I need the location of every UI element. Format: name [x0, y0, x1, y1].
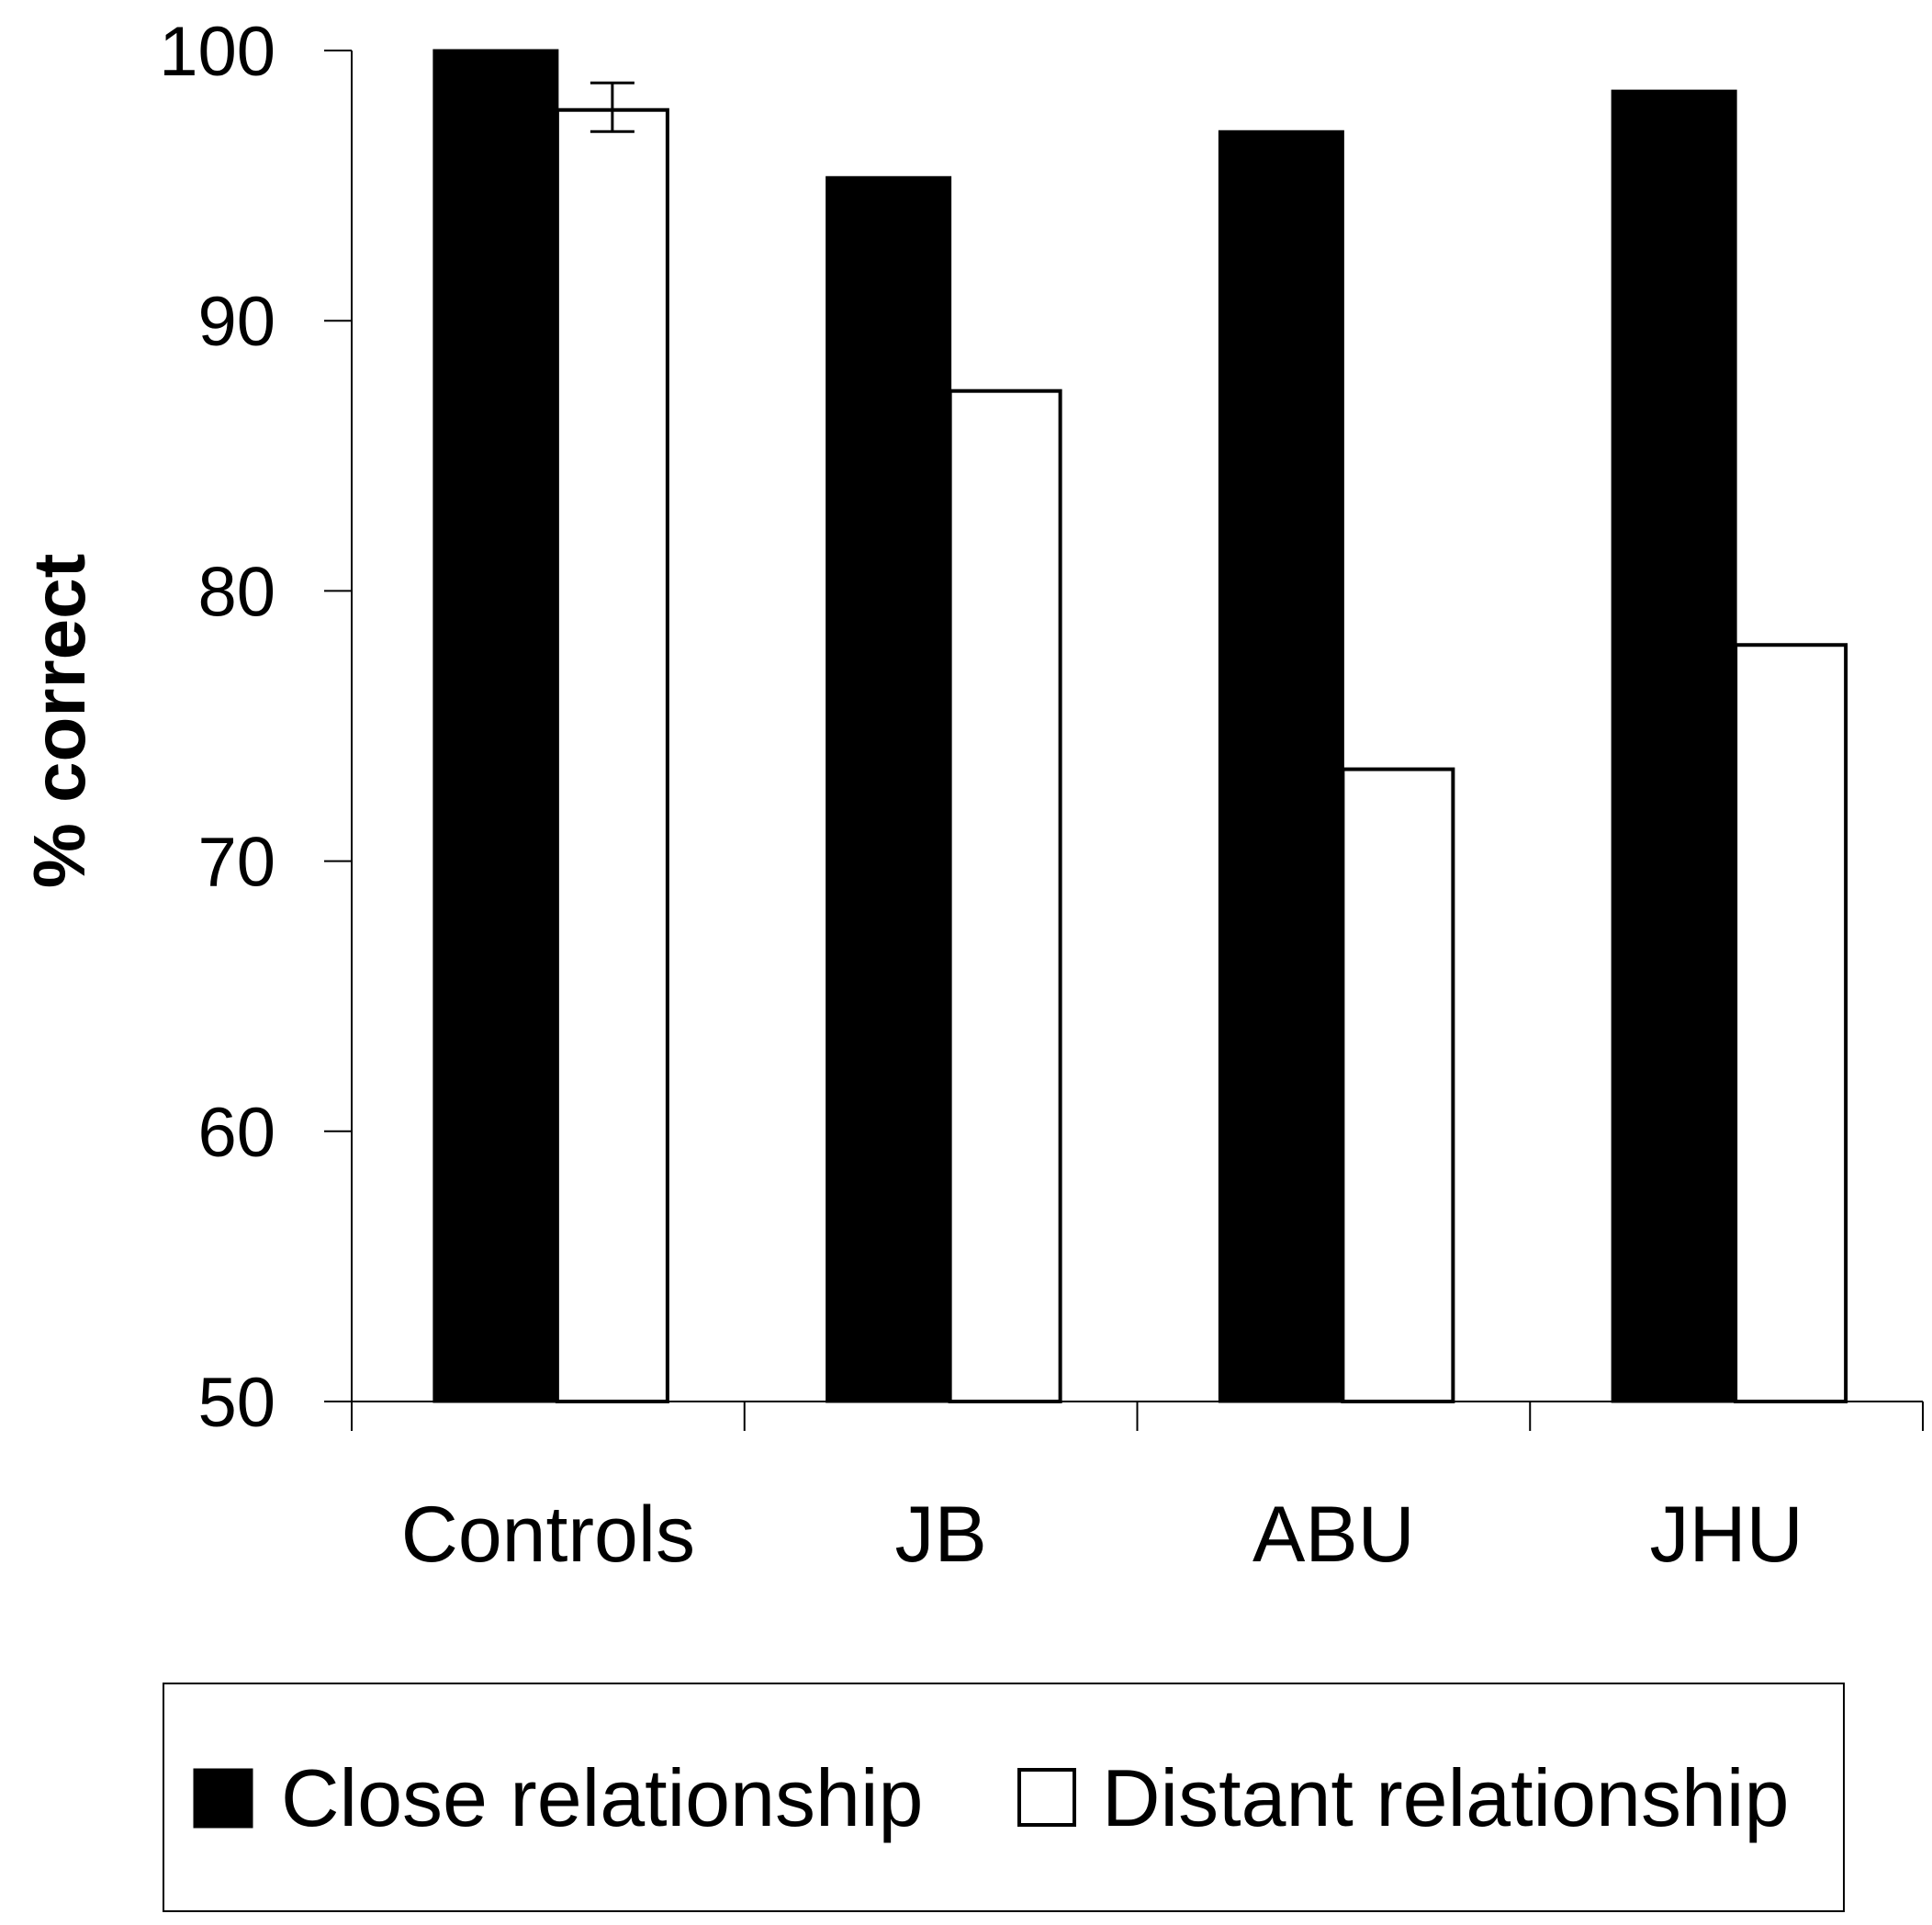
legend-label-distant: Distant relationship [1102, 1752, 1789, 1843]
plot-area: 50 60 70 80 90 100 Controls JB ABU JHU [159, 13, 1924, 1579]
y-tick-label-80: 80 [197, 553, 275, 631]
category-label-jb: JB [894, 1491, 986, 1579]
y-tick-label-100: 100 [159, 13, 275, 91]
legend-swatch-distant [1017, 1768, 1076, 1827]
bar-close-controls [432, 49, 559, 1403]
bar-distant-jb [948, 388, 1062, 1403]
bar-distant-abu [1341, 767, 1455, 1403]
bar-distant-controls [555, 107, 669, 1403]
legend-label-close: Close relationship [281, 1752, 924, 1843]
y-axis-title: % correct [18, 554, 100, 889]
y-tick-label-70: 70 [197, 824, 275, 902]
category-label-jhu: JHU [1650, 1491, 1803, 1579]
bar-distant-jhu [1734, 643, 1848, 1403]
y-tick-label-60: 60 [197, 1094, 275, 1172]
legend-box [163, 1683, 1845, 1912]
y-tick-label-50: 50 [197, 1364, 275, 1442]
bar-close-jhu [1611, 89, 1737, 1403]
legend-swatch-close [193, 1768, 253, 1829]
bar-close-abu [1218, 129, 1344, 1403]
category-label-abu: ABU [1252, 1491, 1415, 1579]
legend: Close relationship Distant relationship [163, 1683, 1845, 1912]
category-label-controls: Controls [401, 1491, 695, 1579]
y-tick-label-90: 90 [197, 283, 275, 361]
bar-close-jb [826, 175, 952, 1403]
